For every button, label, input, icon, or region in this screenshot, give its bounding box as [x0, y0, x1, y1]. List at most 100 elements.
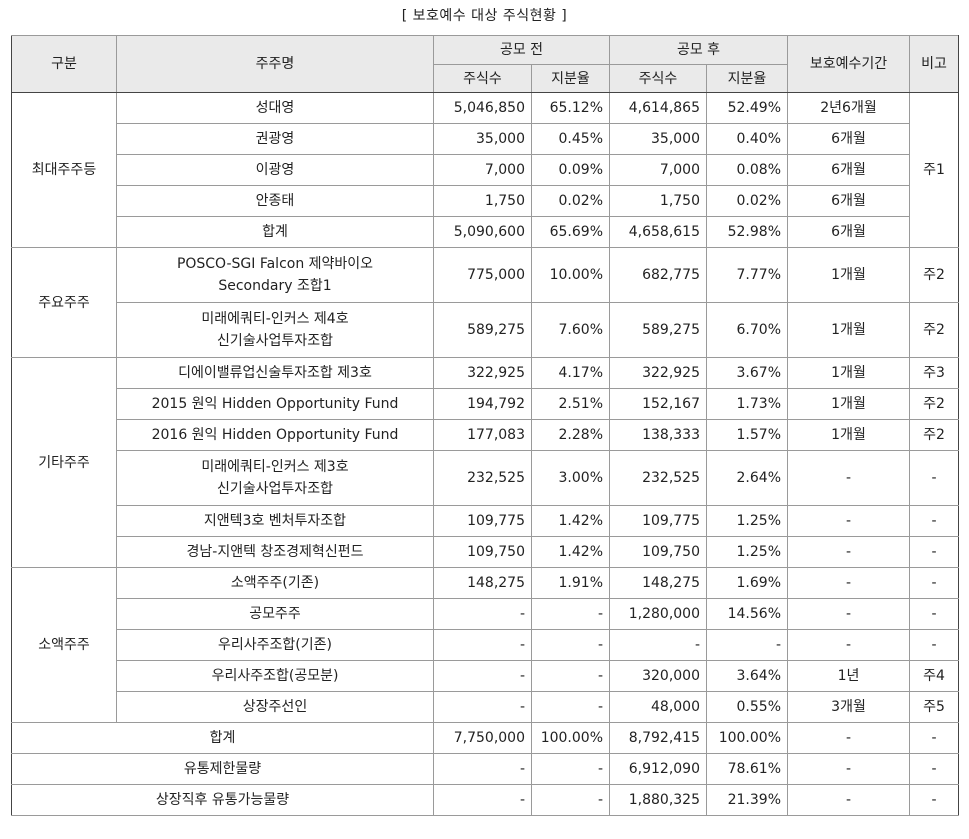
before-ratio: 65.69%: [531, 216, 610, 248]
holder-name-line: 미래에쿼티-인커스 제4호: [201, 311, 349, 327]
table-row: 안종태 1,750 0.02% 1,750 0.02% 6개월: [12, 185, 959, 217]
after-shares: 1,280,000: [609, 598, 707, 630]
header-category: 구분: [11, 35, 117, 93]
before-shares: -: [433, 598, 532, 630]
lockup-period: -: [787, 536, 910, 568]
before-shares: -: [433, 691, 532, 723]
before-ratio: 3.00%: [531, 450, 610, 506]
after-ratio: 2.64%: [706, 450, 788, 506]
after-ratio: 14.56%: [706, 598, 788, 630]
holder-name: 2015 원익 Hidden Opportunity Fund: [116, 388, 434, 420]
group-label: 소액주주: [11, 567, 117, 723]
holder-name: 안종태: [116, 185, 434, 217]
holder-name-line: 권광영: [255, 131, 295, 147]
before-ratio: 4.17%: [531, 357, 610, 389]
header-after-ratio: 지분율: [706, 64, 788, 93]
header-note: 비고: [909, 35, 959, 93]
after-ratio: 21.39%: [706, 784, 788, 816]
table-body: 최대주주등 성대영 5,046,850 65.12% 4,614,865 52.49% 2년…: [11, 92, 959, 816]
header-lockup-period: 보호예수기간: [787, 35, 910, 93]
before-shares: 109,750: [433, 536, 532, 568]
holder-name: 미래에쿼티-인커스 제4호 신기술사업투자조합: [116, 302, 434, 358]
summary-row: 유통제한물량 - -6,912,090 78.61% - -: [11, 753, 959, 785]
lockup-period: 6개월: [787, 123, 910, 155]
note-cell: 주2: [909, 419, 959, 451]
before-ratio: -: [531, 753, 610, 785]
before-ratio: 2.51%: [531, 388, 610, 420]
lockup-period: 3개월: [787, 691, 910, 723]
lockup-period: -: [787, 505, 910, 537]
holder-name: 2016 원익 Hidden Opportunity Fund: [116, 419, 434, 451]
table-row: 합계 5,090,600 65.69% 4,658,615 52.98% 6개월: [12, 216, 959, 248]
holder-name: 경남-지앤텍 창조경제혁신펀드: [116, 536, 434, 568]
after-shares: 589,275: [609, 302, 707, 358]
after-shares: 7,000: [609, 154, 707, 186]
before-ratio: 0.45%: [531, 123, 610, 155]
holder-name: 디에이밸류업신술투자조합 제3호: [116, 357, 434, 389]
note-cell: -: [909, 753, 959, 785]
after-shares: 35,000: [609, 123, 707, 155]
after-ratio: 0.40%: [706, 123, 788, 155]
after-shares: 6,912,090: [609, 753, 707, 785]
holder-name-line: 지앤텍3호 벤처투자조합: [203, 513, 347, 529]
after-ratio: 1.57%: [706, 419, 788, 451]
before-shares: -: [433, 784, 532, 816]
note-cell: -: [909, 505, 959, 537]
before-ratio: 1.42%: [531, 505, 610, 537]
holder-name-line: 소액주주(기존): [230, 575, 320, 591]
before-ratio: 7.60%: [531, 302, 610, 358]
holder-name: 이광영: [116, 154, 434, 186]
table-row: 우리사주조합(기존) - - - - - -: [12, 629, 959, 661]
after-shares: 322,925: [609, 357, 707, 389]
header-before-ratio: 지분율: [531, 64, 610, 93]
before-shares: 194,792: [433, 388, 532, 420]
after-shares: -: [609, 629, 707, 661]
after-ratio: 0.02%: [706, 185, 788, 217]
table-row: 공모주주 - -1,280,000 14.56% - -: [12, 598, 959, 630]
note-cell: -: [909, 598, 959, 630]
holder-name: 지앤텍3호 벤처투자조합: [116, 505, 434, 537]
summary-label: 유통제한물량: [11, 753, 434, 785]
table-row: 미래에쿼티-인커스 제4호 신기술사업투자조합 589,275 7.60% 589,27…: [12, 302, 959, 358]
after-ratio: -: [706, 629, 788, 661]
before-ratio: 100.00%: [531, 722, 610, 754]
after-shares: 109,750: [609, 536, 707, 568]
holder-name-line: 디에이밸류업신술투자조합 제3호: [178, 365, 372, 381]
after-ratio: 1.25%: [706, 505, 788, 537]
note-cell: -: [909, 722, 959, 754]
before-shares: 232,525: [433, 450, 532, 506]
before-shares: 109,775: [433, 505, 532, 537]
holder-name-line: 공모주주: [249, 606, 301, 622]
before-shares: 1,750: [433, 185, 532, 217]
header-after-offering: 공모 후: [609, 35, 788, 65]
note-cell: 주3: [909, 357, 959, 389]
header-after-shares: 주식수: [609, 64, 707, 93]
before-shares: -: [433, 753, 532, 785]
after-shares: 48,000: [609, 691, 707, 723]
after-ratio: 6.70%: [706, 302, 788, 358]
lockup-period: 1개월: [787, 388, 910, 420]
holder-name: 권광영: [116, 123, 434, 155]
summary-label: 합계: [11, 722, 434, 754]
after-shares: 1,880,325: [609, 784, 707, 816]
lockup-period: -: [787, 784, 910, 816]
before-shares: 775,000: [433, 247, 532, 303]
header-before-offering: 공모 전: [433, 35, 610, 65]
lockup-period: 1개월: [787, 419, 910, 451]
before-shares: 7,000: [433, 154, 532, 186]
after-ratio: 52.98%: [706, 216, 788, 248]
after-ratio: 78.61%: [706, 753, 788, 785]
after-shares: 682,775: [609, 247, 707, 303]
holder-name: 우리사주조합(기존): [116, 629, 434, 661]
lockup-period: 1년: [787, 660, 910, 692]
lockup-shares-table: 구분 주주명 공모 전 공모 후 보호예수기간 비고 주식수 지분율 주식수 지…: [11, 35, 959, 816]
after-ratio: 1.25%: [706, 536, 788, 568]
table-row: 기타주주 디에이밸류업신술투자조합 제3호 322,925 4.17% 322,925 3…: [11, 357, 959, 568]
after-ratio: 7.77%: [706, 247, 788, 303]
note-cell: 주2: [909, 247, 959, 303]
after-shares: 138,333: [609, 419, 707, 451]
table-row: 최대주주등 성대영 5,046,850 65.12% 4,614,865 52.49% 2년…: [11, 92, 959, 248]
header-before-shares: 주식수: [433, 64, 532, 93]
after-ratio: 1.73%: [706, 388, 788, 420]
holder-name-line: 경남-지앤텍 창조경제혁신펀드: [186, 544, 364, 560]
